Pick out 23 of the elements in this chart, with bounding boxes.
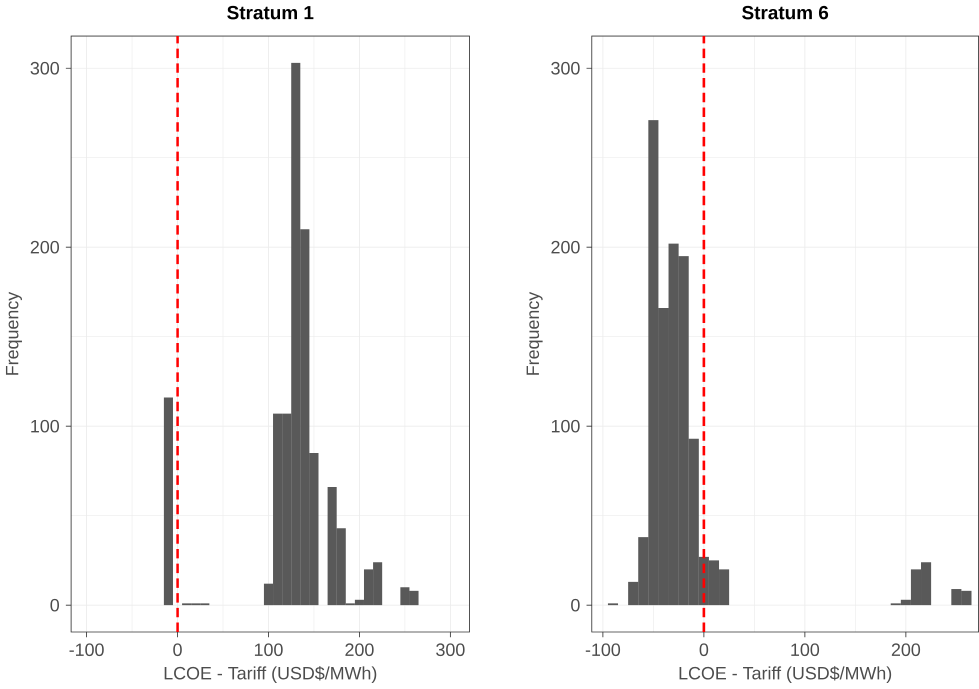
x-axis-title: LCOE - Tariff (USD$/MWh) xyxy=(164,666,376,684)
x-tick-label: 200 xyxy=(892,643,920,656)
x-tick-label: 300 xyxy=(436,643,465,656)
chart-title: Stratum 1 xyxy=(227,6,314,20)
x-tick-label: -100 xyxy=(586,643,620,656)
y-axis-title: Frequency xyxy=(526,292,543,375)
x-tick-label: 100 xyxy=(791,643,820,656)
x-tick-label: 0 xyxy=(700,643,708,656)
x-tick-label: -100 xyxy=(69,643,104,656)
y-tick-label: 300 xyxy=(551,62,580,75)
y-tick-label: 100 xyxy=(552,420,580,433)
y-tick-label: 200 xyxy=(551,240,580,254)
y-tick-label: 100 xyxy=(31,420,59,433)
y-tick-label: 0 xyxy=(50,598,60,612)
y-axis-title: Frequency xyxy=(6,292,22,375)
y-tick-label: 200 xyxy=(30,240,59,254)
y-tick-label: 0 xyxy=(571,598,580,612)
x-tick-label: 100 xyxy=(254,643,283,656)
y-tick-label: 300 xyxy=(30,62,59,75)
x-tick-label: 0 xyxy=(173,643,182,656)
chart-title: Stratum 6 xyxy=(742,6,828,20)
x-tick-label: 200 xyxy=(345,643,374,656)
x-axis-title: LCOE - Tariff (USD$/MWh) xyxy=(680,666,892,684)
